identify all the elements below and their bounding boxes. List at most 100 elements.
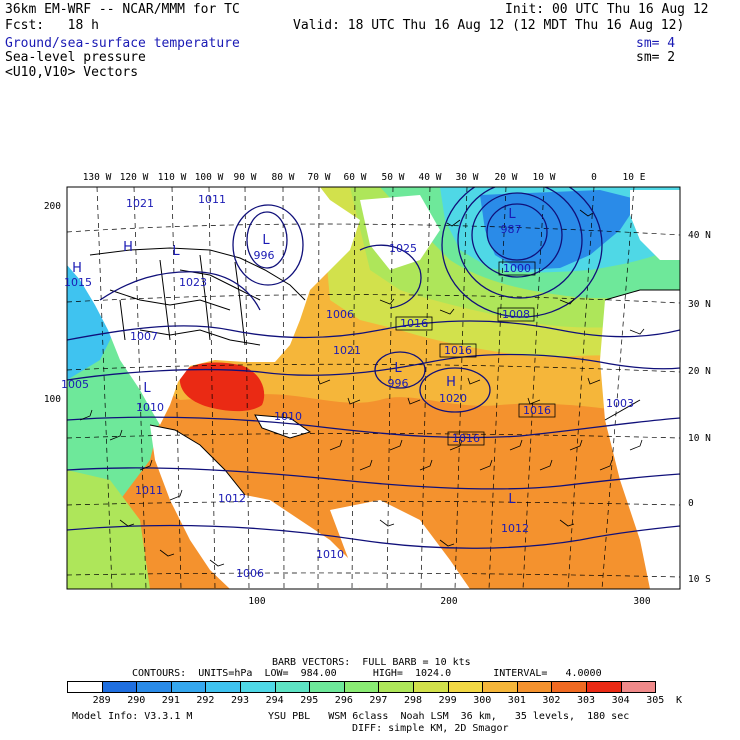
colorbar-swatch — [447, 681, 484, 693]
model-title: 36km EM-WRF -- NCAR/MMM for TC — [5, 2, 240, 17]
lon-tick-label: 10 E — [623, 172, 646, 183]
contours-legend: CONTOURS: UNITS=hPa LOW= 984.00 HIGH= 10… — [132, 668, 602, 679]
pressure-value-label: 1021 — [126, 197, 154, 210]
low-pressure-marker: L — [508, 207, 516, 222]
lat-tick-label: 20 N — [688, 366, 711, 377]
lon-tick-label: 70 W — [308, 172, 331, 183]
low-pressure-marker: L — [262, 233, 270, 248]
colorbar-swatch — [620, 681, 657, 693]
greenland-canada-land — [360, 195, 440, 270]
grid-x-tick-label: 300 — [633, 596, 650, 607]
gulf-hot-spot — [179, 362, 265, 412]
pressure-label-box — [395, 316, 433, 331]
colorbar-swatch — [586, 681, 622, 693]
europe-land — [630, 190, 680, 260]
wind-barbs — [79, 209, 645, 567]
pressure-value-label: 1016 — [400, 317, 428, 330]
map-field — [67, 187, 680, 589]
colorbar-swatch — [67, 681, 103, 693]
field-slp-smoothing: sm= 2 — [636, 50, 676, 65]
field-slp-label: Sea-level pressure — [5, 50, 146, 65]
model-info: Model Info: V3.3.1 M — [72, 711, 193, 722]
lon-tick-label: 50 W — [382, 172, 405, 183]
pressure-contours — [67, 187, 680, 549]
colorbar-tick-label: 297 — [369, 695, 388, 706]
ocean-coldest-patch — [480, 190, 640, 270]
lon-tick-label: 120 W — [120, 172, 149, 183]
colorbar-tick-label: 301 — [507, 695, 526, 706]
colorbar-tick-label: 303 — [577, 695, 596, 706]
pressure-label-box — [498, 261, 536, 276]
cuba-land — [255, 415, 310, 438]
lat-tick-label: 40 N — [688, 230, 711, 241]
field-sst-smoothing: sm= 4 — [636, 36, 676, 51]
low-pressure-marker: L — [143, 381, 151, 396]
pressure-value-label: 1003 — [606, 397, 634, 410]
pressure-value-label: 1016 — [444, 344, 472, 357]
high-pressure-marker: H — [72, 261, 82, 276]
colorbar-swatch — [516, 681, 553, 693]
colorbar-swatch — [309, 681, 345, 693]
pressure-value-label: 1021 — [333, 344, 361, 357]
pressure-value-label: 1012 — [501, 522, 529, 535]
pressure-label-box — [497, 307, 535, 322]
colorbar-swatch — [551, 681, 587, 693]
low-pressure-marker: L — [394, 361, 402, 376]
lat-tick-label: 30 N — [688, 299, 711, 310]
lat-tick-label: 0 — [688, 498, 694, 509]
pressure-value-label: 1016 — [523, 404, 551, 417]
colorbar-tick-label: 302 — [542, 695, 561, 706]
lon-tick-label: 30 W — [456, 172, 479, 183]
pressure-value-label: 1010 — [274, 410, 302, 423]
colorbar-tick-label: 305 — [646, 695, 665, 706]
pressure-value-label: 1025 — [389, 242, 417, 255]
colorbar-tick-label: 298 — [404, 695, 423, 706]
pressure-value-label: 1023 — [179, 276, 207, 289]
colorbar-tick-label: 290 — [127, 695, 146, 706]
colorbar-swatch — [170, 681, 207, 693]
low-pressure-marker: L — [172, 244, 180, 259]
pressure-value-label: 1007 — [130, 330, 158, 343]
colorbar-swatch — [274, 681, 311, 693]
lon-tick-label: 130 W — [83, 172, 112, 183]
pressure-label-box — [518, 403, 556, 418]
pressure-value-label: 1015 — [64, 276, 92, 289]
colorbar-tick-label: 299 — [438, 695, 457, 706]
pressure-value-label: 996 — [388, 377, 409, 390]
field-wind-label: <U10,V10> Vectors — [5, 65, 139, 80]
grid-y-tick-label: 200 — [44, 201, 61, 212]
lon-tick-label: 80 W — [272, 172, 295, 183]
valid-time: Valid: 18 UTC Thu 16 Aug 12 (12 MDT Thu … — [293, 18, 685, 33]
colorbar-tick-label: 294 — [265, 695, 284, 706]
graticule — [67, 187, 680, 589]
colorbar-tick-label: 289 — [92, 695, 111, 706]
low-pressure-marker: L — [508, 492, 516, 507]
lon-tick-label: 0 — [591, 172, 597, 183]
lat-tick-label: 10 N — [688, 433, 711, 444]
africa-land — [600, 290, 680, 589]
colorbar-unit: K — [676, 695, 683, 706]
barb-vectors-legend: BARB VECTORS: FULL BARB = 10 kts — [272, 657, 471, 668]
pacific-south-water — [67, 470, 150, 589]
grid-y-tick-label: 100 — [44, 394, 61, 405]
init-time: Init: 00 UTC Thu 16 Aug 12 — [505, 2, 709, 17]
model-diffusion: DIFF: simple KM, 2D Smagor — [352, 723, 509, 734]
field-sst-label: Ground/sea-surface temperature — [5, 36, 240, 51]
pressure-value-label: 1008 — [502, 308, 530, 321]
colorbar-swatch — [240, 681, 276, 693]
pressure-value-label: 996 — [254, 249, 275, 262]
forecast-hour: Fcst: 18 h — [5, 18, 99, 33]
colorbar-swatch — [205, 681, 241, 693]
colorbar-swatch — [101, 681, 138, 693]
colorbar-swatch — [343, 681, 380, 693]
lon-tick-label: 100 W — [195, 172, 224, 183]
grid-x-tick-label: 100 — [248, 596, 265, 607]
pressure-value-label: 1010 — [136, 401, 164, 414]
pressure-value-label: 1012 — [218, 492, 246, 505]
pressure-value-label: 1011 — [135, 484, 163, 497]
grid-x-tick-label: 200 — [440, 596, 457, 607]
colorbar-tick-label: 291 — [161, 695, 180, 706]
colorbar-swatch — [136, 681, 172, 693]
